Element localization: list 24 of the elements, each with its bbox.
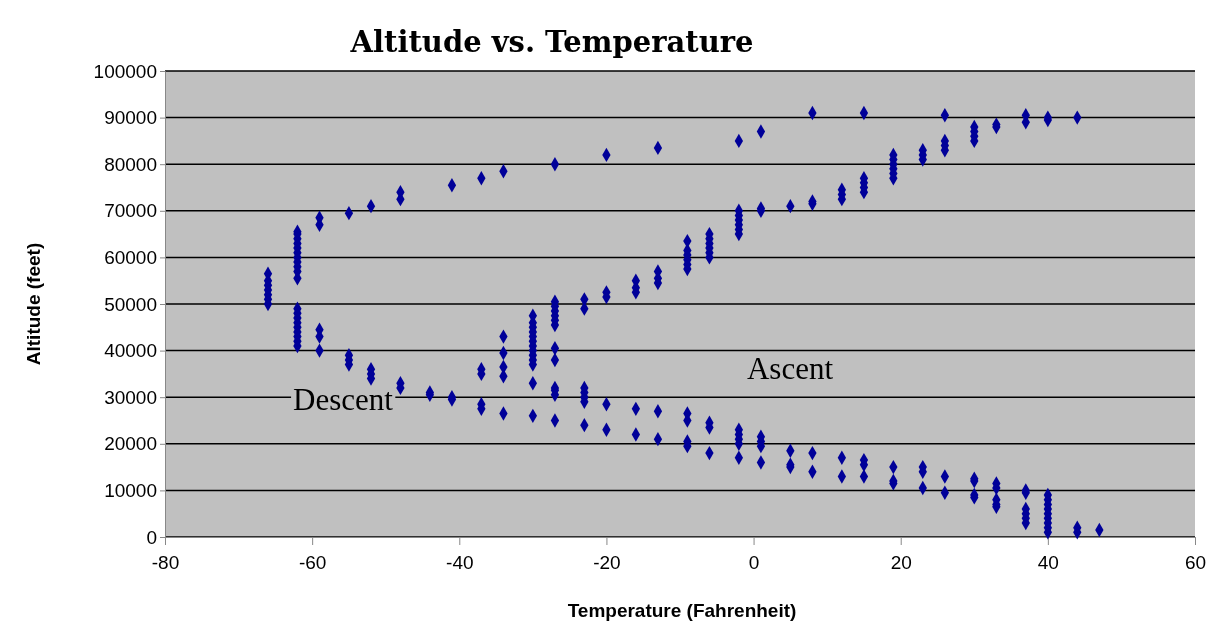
x-tick-label: 40: [1037, 551, 1059, 573]
y-tick-label: 0: [146, 526, 157, 548]
x-tick-label: 20: [890, 551, 912, 573]
y-tick-label: 100000: [93, 60, 157, 82]
x-tick-label: -20: [593, 551, 621, 573]
x-axis-title: Temperature (Fahrenheit): [567, 600, 797, 621]
y-tick-label: 30000: [104, 386, 157, 408]
x-tick-label: 60: [1184, 551, 1207, 573]
chart-title: Altitude vs. Temperature: [349, 25, 754, 59]
y-tick-label: 20000: [104, 433, 157, 455]
y-tick-label: 70000: [104, 200, 157, 222]
y-tick-label: 60000: [104, 246, 157, 268]
x-tick-label: -60: [298, 551, 327, 573]
y-tick-label: 90000: [104, 107, 157, 129]
annotation: Ascent: [746, 351, 834, 387]
y-tick-label: 50000: [104, 293, 157, 315]
x-tick-label: -80: [151, 551, 180, 573]
y-tick-label: 80000: [104, 153, 157, 175]
annotation: Descent: [293, 382, 394, 418]
y-tick-label: 40000: [104, 340, 157, 362]
y-axis-title: Altitude (feet): [23, 242, 44, 366]
x-tick-label: 0: [748, 551, 760, 573]
y-tick-label: 10000: [104, 479, 157, 501]
x-tick-label: -40: [446, 551, 474, 573]
